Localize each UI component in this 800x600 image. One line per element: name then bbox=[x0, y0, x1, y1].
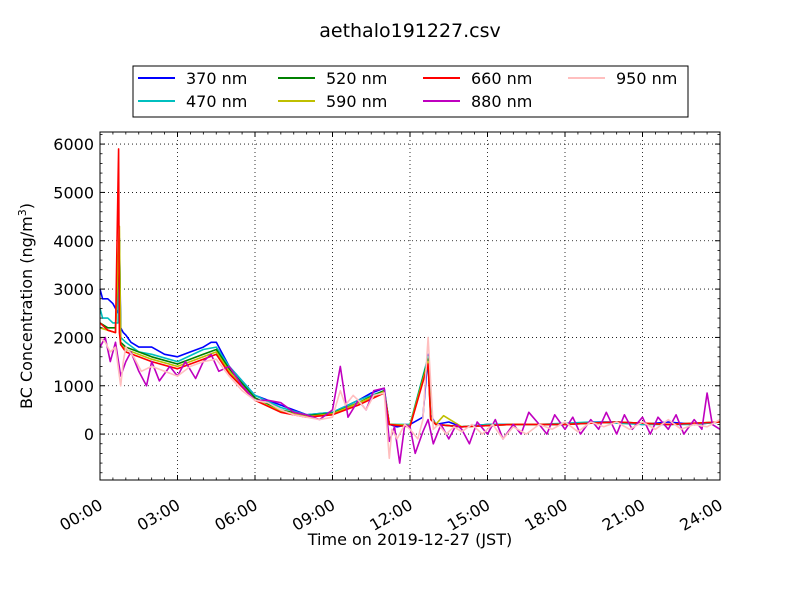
y-tick-label: 6000 bbox=[53, 135, 94, 154]
x-tick-label: 21:00 bbox=[599, 495, 648, 535]
x-tick-label: 12:00 bbox=[366, 495, 415, 535]
legend-label-4: 660 nm bbox=[471, 69, 532, 88]
y-tick-label: 4000 bbox=[53, 232, 94, 251]
y-axis-label: BC Concentration (ng/m3) bbox=[16, 203, 36, 409]
x-tick-label: 24:00 bbox=[676, 495, 725, 535]
x-tick-label: 03:00 bbox=[134, 495, 183, 535]
y-axis-label-main: BC Concentration (ng/m bbox=[17, 216, 36, 409]
y-tick-label: 3000 bbox=[53, 280, 94, 299]
series-line-5 bbox=[99, 336, 721, 464]
legend-label-3: 590 nm bbox=[326, 92, 387, 111]
plot-series bbox=[99, 148, 721, 464]
chart-title: aethalo191227.csv bbox=[319, 20, 501, 42]
x-axis-label: Time on 2019-12-27 (JST) bbox=[307, 530, 512, 549]
x-tick-label: 09:00 bbox=[289, 495, 338, 535]
series-line-4 bbox=[99, 148, 721, 428]
y-tick-label: 1000 bbox=[53, 377, 94, 396]
y-tick-label: 2000 bbox=[53, 328, 94, 347]
y-axis-label-close: ) bbox=[17, 203, 36, 209]
x-tick-label: 06:00 bbox=[211, 495, 260, 535]
x-tick-label: 18:00 bbox=[521, 495, 570, 535]
legend-label-6: 950 nm bbox=[616, 69, 677, 88]
series-line-6 bbox=[99, 336, 721, 460]
legend-label-0: 370 nm bbox=[186, 69, 247, 88]
y-tick-label: 5000 bbox=[53, 183, 94, 202]
y-axis-label-sup: 3 bbox=[16, 209, 29, 216]
legend-label-2: 520 nm bbox=[326, 69, 387, 88]
x-tick-label: 15:00 bbox=[444, 495, 493, 535]
legend-label-1: 470 nm bbox=[186, 92, 247, 111]
legend: 370 nm 470 nm 520 nm 590 nm 660 nm 880 nm 950 … bbox=[132, 65, 689, 118]
y-axis-label-group: BC Concentration (ng/m3) bbox=[16, 203, 36, 409]
y-tick-label: 0 bbox=[84, 425, 94, 444]
legend-label-5: 880 nm bbox=[471, 92, 532, 111]
x-tick-label: 00:00 bbox=[56, 495, 105, 535]
legend-box bbox=[132, 65, 689, 118]
